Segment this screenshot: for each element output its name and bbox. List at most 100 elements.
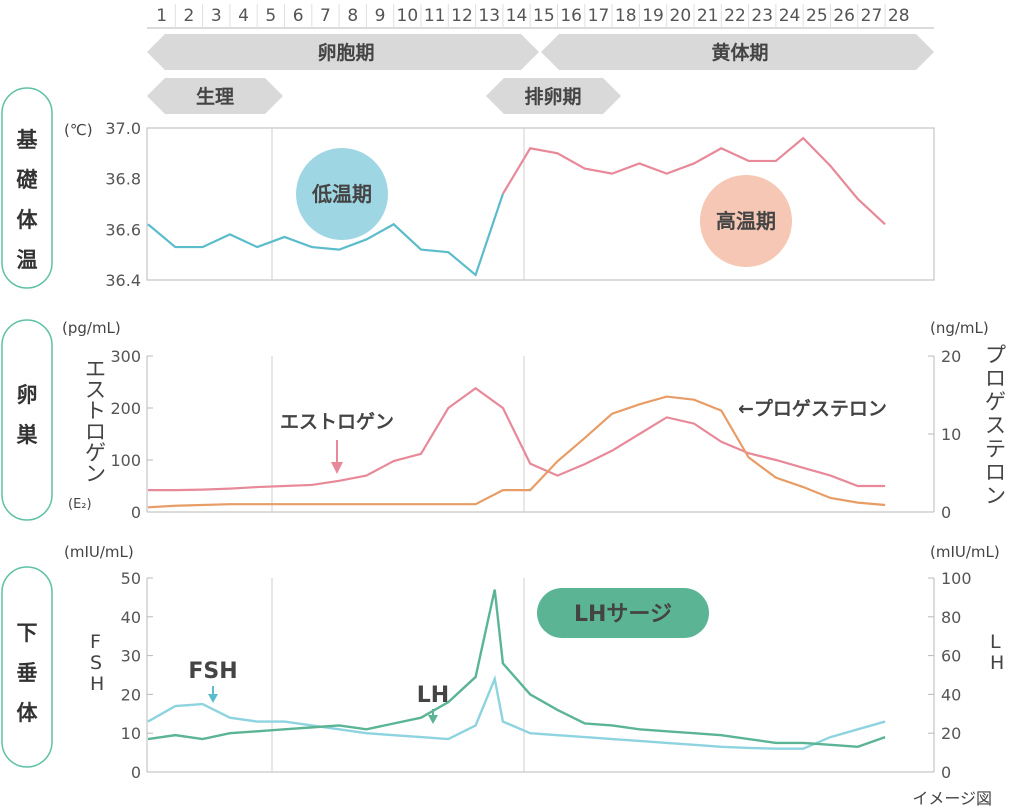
phase-arrows: 卵胞期 黄体期 生理 排卵期 bbox=[147, 34, 934, 114]
bbt-y-unit: (℃) bbox=[64, 121, 93, 139]
lh-surge-pill bbox=[537, 588, 709, 638]
progesterone-curve-label: ←プロゲステロン bbox=[738, 397, 887, 420]
side-label-pituitary-text: 下垂体 bbox=[17, 621, 39, 725]
ovary-left-tick: 300 bbox=[110, 347, 141, 366]
day-number: 15 bbox=[533, 6, 555, 26]
bbt-tick-label: 36.4 bbox=[105, 271, 141, 290]
bbt-panel: (℃) 37.0 36.8 36.6 36.4 低温期 高温期 bbox=[64, 119, 935, 290]
low-temp-bubble bbox=[296, 148, 388, 240]
ovary-left-tick: 200 bbox=[110, 399, 141, 418]
bbt-series bbox=[147, 136, 886, 277]
luteal-label: 黄体期 bbox=[711, 41, 768, 64]
bbt-tick-label: 36.8 bbox=[105, 170, 141, 189]
day-number: 13 bbox=[478, 6, 500, 26]
ovary-right-tick: 0 bbox=[941, 503, 951, 522]
bbt-tick-label: 36.6 bbox=[105, 220, 141, 239]
ovulation-label: 排卵期 bbox=[524, 85, 581, 108]
lh-surge-label: LHサージ bbox=[574, 602, 672, 627]
ovary-right-tick: 20 bbox=[941, 347, 961, 366]
side-label-bbt: 基礎体温 bbox=[1, 87, 53, 289]
ovulation-arrow bbox=[486, 78, 621, 114]
day-number: 5 bbox=[265, 6, 276, 26]
bbt-high-line bbox=[501, 136, 886, 226]
day-number: 20 bbox=[670, 6, 692, 26]
follicular-label: 卵胞期 bbox=[317, 41, 374, 64]
bbt-y-ticks: 37.0 36.8 36.6 36.4 bbox=[105, 119, 141, 290]
pit-right-tick: 80 bbox=[941, 608, 961, 627]
day-number: 27 bbox=[861, 6, 883, 26]
luteal-arrow bbox=[541, 34, 934, 70]
day-number: 12 bbox=[451, 6, 473, 26]
estrogen-line bbox=[148, 386, 886, 492]
day-number: 14 bbox=[506, 6, 528, 26]
pituitary-series bbox=[147, 589, 886, 750]
pit-left-tick: 10 bbox=[121, 724, 141, 743]
day-number: 25 bbox=[806, 6, 828, 26]
day-number: 21 bbox=[697, 6, 719, 26]
progesterone-axis-label: プロゲステロン bbox=[985, 343, 1006, 508]
day-number: 7 bbox=[320, 6, 331, 26]
day-number: 26 bbox=[833, 6, 855, 26]
fsh-line bbox=[147, 674, 886, 750]
lh-pointer-arrow bbox=[428, 709, 438, 724]
ovary-left-unit: (pg/mL) bbox=[62, 319, 121, 337]
side-label-ovary-text: 卵巣 bbox=[16, 383, 39, 447]
day-number: 18 bbox=[615, 6, 637, 26]
pit-left-unit: (mIU/mL) bbox=[64, 543, 134, 561]
day-number: 9 bbox=[375, 6, 386, 26]
side-label-ovary: 卵巣 bbox=[1, 319, 53, 521]
lh-curve-label: LH bbox=[417, 683, 449, 708]
menstruation-label: 生理 bbox=[196, 85, 234, 108]
day-number: 4 bbox=[238, 6, 249, 26]
day-number: 19 bbox=[642, 6, 664, 26]
day-number: 17 bbox=[588, 6, 610, 26]
day-number-header: 1 2 3 4 5 6 7 8 9 10 11 12 13 14 15 16 17 18 19 20 21 22 23 24 2… bbox=[147, 4, 934, 29]
estrogen-pointer-arrow bbox=[331, 440, 343, 474]
day-number: 11 bbox=[424, 6, 446, 26]
pit-right-tick: 40 bbox=[941, 685, 961, 704]
day-number: 23 bbox=[751, 6, 773, 26]
day-number: 2 bbox=[184, 6, 195, 26]
bbt-tick-label: 37.0 bbox=[105, 119, 141, 138]
low-temp-label: 低温期 bbox=[311, 182, 372, 206]
bbt-plot-frame bbox=[146, 127, 935, 281]
ovary-left-tick: 100 bbox=[110, 451, 141, 470]
menstruation-arrow bbox=[147, 78, 283, 114]
day-number: 8 bbox=[347, 6, 358, 26]
day-number: 22 bbox=[724, 6, 746, 26]
ovary-right-unit: (ng/mL) bbox=[930, 319, 989, 337]
day-number: 1 bbox=[156, 6, 167, 26]
pit-right-tick: 0 bbox=[941, 763, 951, 782]
day-number: 24 bbox=[779, 6, 801, 26]
ovary-left-tick: 0 bbox=[131, 503, 141, 522]
side-label-bbt-text: 基礎体温 bbox=[17, 128, 39, 272]
estrogen-axis-label: エストロゲン bbox=[85, 357, 106, 486]
lh-line bbox=[147, 589, 886, 748]
fsh-curve-label: FSH bbox=[188, 659, 237, 684]
ovary-series bbox=[147, 386, 886, 509]
pit-left-tick: 20 bbox=[121, 685, 141, 704]
high-temp-bubble bbox=[700, 175, 792, 267]
estrogen-curve-label: エストロゲン bbox=[280, 411, 394, 433]
pit-left-tick: 50 bbox=[121, 569, 141, 588]
day-number: 6 bbox=[293, 6, 304, 26]
pituitary-panel: (mIU/mL) (mIU/mL) 5040302010010080604020… bbox=[64, 543, 1004, 782]
follicular-arrow bbox=[147, 34, 539, 70]
progesterone-line bbox=[147, 395, 886, 509]
day-number: 10 bbox=[397, 6, 419, 26]
pit-left-tick: 0 bbox=[131, 763, 141, 782]
pit-right-unit: (mIU/mL) bbox=[930, 543, 1000, 561]
day-number: 16 bbox=[560, 6, 582, 26]
high-temp-label: 高温期 bbox=[716, 209, 776, 233]
pit-right-tick: 100 bbox=[941, 569, 972, 588]
pit-right-tick: 60 bbox=[941, 647, 961, 666]
day-number: 3 bbox=[211, 6, 222, 26]
bbt-low-line bbox=[147, 193, 504, 277]
estrogen-axis-subscript: (E₂) bbox=[68, 497, 92, 512]
